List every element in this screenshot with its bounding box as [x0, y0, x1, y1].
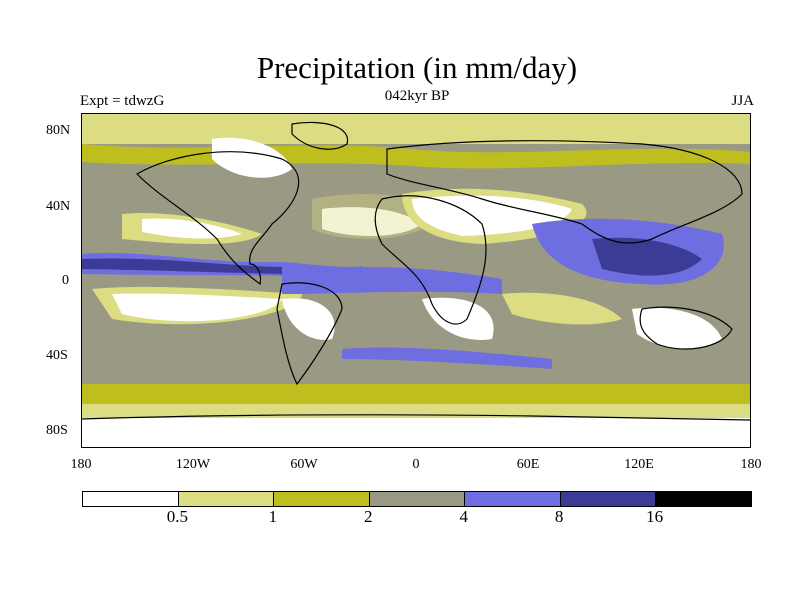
colorbar-label: 16	[646, 507, 664, 526]
colorbar-label: 4	[459, 507, 468, 526]
monsoon-core	[592, 237, 702, 276]
colorbar-swatch	[560, 492, 657, 506]
dry-southern-africa	[422, 297, 494, 340]
dry-north-america	[212, 137, 292, 178]
lat-tick-80n: 80N	[46, 123, 71, 138]
africa-outline	[374, 195, 487, 325]
dry-indian-ocean	[502, 292, 622, 325]
itcz-atlantic	[282, 267, 502, 294]
lon-tick-120w: 120W	[175, 457, 211, 472]
lon-tick-120e: 120E	[624, 457, 654, 472]
colorbar-swatch	[83, 492, 179, 506]
map-title: Precipitation (in mm/day)	[256, 50, 578, 85]
storm-track-south	[342, 347, 552, 369]
band-north-light	[82, 114, 750, 144]
north-america-outline	[136, 151, 300, 286]
lon-tick-60w: 60W	[290, 457, 318, 472]
colorbar-label: 0.5	[166, 507, 189, 526]
colorbar-label: 2	[364, 507, 373, 526]
south-america-outline	[276, 282, 343, 386]
lon-tick-0: 0	[412, 457, 420, 472]
dry-zone-sp-core	[112, 293, 282, 322]
lat-tick-80s: 80S	[46, 423, 68, 438]
lon-tick-180e: 180	[740, 457, 762, 472]
dry-zone-np-core	[142, 218, 242, 239]
lat-tick-40n: 40N	[46, 199, 71, 214]
colorbar-swatch	[369, 492, 466, 506]
greenland-outline	[291, 121, 349, 150]
colorbar	[82, 491, 752, 507]
colorbar-swatch	[274, 492, 370, 506]
australia-outline	[639, 306, 733, 350]
colorbar-swatch	[465, 492, 561, 506]
lat-tick-40s: 40S	[46, 348, 68, 363]
precipitation-field	[82, 114, 750, 447]
colorbar-label: 8	[554, 507, 564, 526]
antarctica-outline	[82, 414, 750, 421]
period-label: 042kyr BP	[384, 88, 450, 104]
lon-tick-180w: 180	[70, 457, 92, 472]
eurasia-outline	[386, 140, 743, 244]
antarctica-dry	[82, 418, 750, 447]
precipitation-map	[81, 113, 751, 448]
lon-tick-60e: 60E	[516, 457, 540, 472]
dry-south-america	[282, 298, 335, 340]
dry-sahara	[412, 195, 572, 236]
season-label: JJA	[731, 93, 754, 109]
dry-atlantic	[322, 207, 422, 236]
lat-tick-0: 0	[62, 273, 69, 288]
colorbar-swatch	[178, 492, 275, 506]
band-south-light	[82, 404, 750, 418]
coastlines	[82, 121, 750, 421]
colorbar-swatch	[656, 492, 752, 506]
dry-australia	[632, 307, 722, 350]
itcz-pacific-core	[82, 258, 282, 274]
experiment-label: Expt = tdwzG	[80, 93, 165, 109]
colorbar-label: 1	[268, 507, 278, 526]
